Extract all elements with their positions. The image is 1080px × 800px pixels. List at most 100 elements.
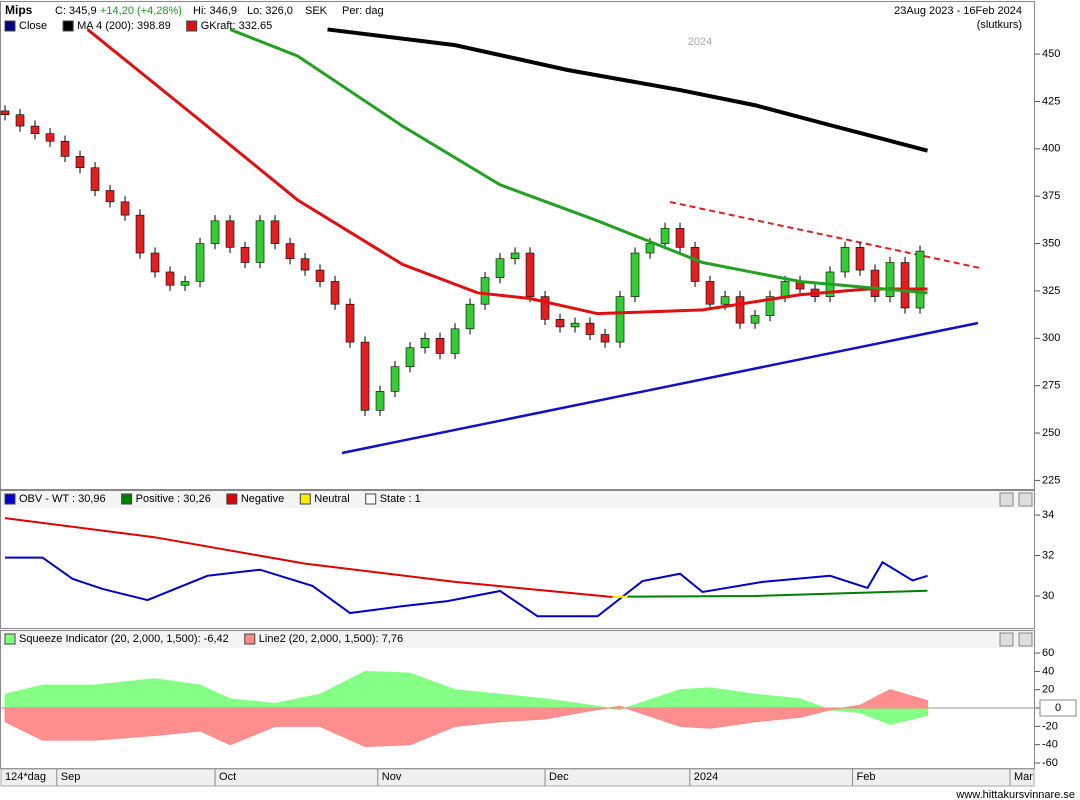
legend-label: Positive : 30,26 (136, 493, 211, 505)
price-type: (slutkurs) (977, 19, 1022, 31)
candle-body (390, 366, 400, 392)
y-tick-label: 275 (1042, 380, 1060, 392)
indicator-line (229, 28, 928, 295)
candle-body (240, 247, 250, 263)
candle-body (510, 252, 520, 260)
close-button[interactable] (1018, 492, 1033, 507)
watermark: 2024 (688, 36, 712, 48)
x-tick-label: Mar (1014, 771, 1033, 783)
candle-body (105, 190, 115, 203)
candle-body (885, 262, 895, 297)
legend-label: Squeeze Indicator (20, 2,000, 1,500): -6… (19, 633, 229, 645)
candle-body (540, 296, 550, 320)
legend-label: Close (19, 20, 47, 32)
period-label: 124*dag (5, 771, 46, 783)
y-tick-label: 450 (1042, 48, 1060, 60)
legend-swatch (121, 493, 133, 505)
resistance-trendline (669, 201, 981, 269)
candle-body (300, 258, 310, 271)
candle-body (780, 281, 790, 297)
candle-body (900, 262, 910, 309)
candle-body (765, 296, 775, 316)
legend-label: MA 4 (200): 398.89 (77, 20, 171, 32)
candle-body (150, 252, 160, 273)
candle-body (480, 277, 490, 305)
main-frame (0, 1, 1035, 490)
candle-body (330, 281, 340, 305)
candle-body (675, 228, 685, 248)
candle-body (495, 258, 505, 278)
candle-body (915, 250, 925, 309)
candle-body (435, 338, 445, 354)
candle-body (255, 220, 265, 263)
indicator-line (86, 28, 928, 316)
date-range: 23Aug 2023 - 16Feb 2024 (894, 5, 1022, 17)
candle-body (270, 220, 280, 244)
low-value: Lo: 326,0 (247, 5, 293, 17)
x-tick-label: Nov (382, 771, 402, 783)
y-tick-label: 60 (1042, 647, 1054, 659)
candle-body (855, 247, 865, 271)
plot-area (0, 27, 929, 416)
ticker: Mips (5, 3, 33, 17)
legend-swatch (299, 493, 311, 505)
obv-legend-bar (1, 491, 1034, 508)
candle-body (630, 252, 640, 297)
footer: www.hittakursvinnare.se (955, 789, 1075, 800)
legend-label: Negative (241, 493, 284, 505)
candle-body (525, 252, 535, 297)
candle-body (840, 247, 850, 273)
plot-area (4, 517, 928, 618)
indicator-line (327, 27, 929, 153)
y-tick-label: 225 (1042, 474, 1060, 486)
y-tick-label: -20 (1042, 720, 1058, 732)
candle-body (345, 303, 355, 343)
candle-body (585, 322, 595, 335)
candle-body (75, 156, 85, 169)
indicator-line (627, 589, 928, 598)
x-tick-label: Sep (61, 771, 81, 783)
y-tick-label: 34 (1042, 509, 1054, 521)
y-tick-label: 375 (1042, 190, 1060, 202)
candle-body (750, 315, 760, 324)
indicator-area (4, 670, 929, 726)
candle-body (165, 271, 175, 286)
y-tick-label: 300 (1042, 332, 1060, 344)
legend-swatch (62, 20, 74, 32)
indicator-line (5, 556, 928, 618)
y-tick-label: 250 (1042, 427, 1060, 439)
zoom-button[interactable] (999, 492, 1014, 507)
y-tick-label: 40 (1042, 665, 1054, 677)
indicator-area (4, 689, 929, 748)
candle-body (210, 220, 220, 244)
y-tick-label: -60 (1042, 757, 1058, 769)
squeeze-legend-bar (1, 631, 1034, 648)
candle-body (45, 133, 55, 142)
indicator-line (4, 517, 613, 599)
candle-body (555, 319, 565, 328)
y-tick-label: 325 (1042, 285, 1060, 297)
candle-body (870, 269, 880, 297)
zoom-button[interactable] (999, 632, 1014, 647)
x-tick-label: 2024 (694, 771, 718, 783)
legend-label: GKraft: 332.65 (201, 20, 273, 32)
plot-area (0, 670, 1035, 748)
support-trendline (341, 321, 979, 455)
candle-body (420, 338, 430, 349)
currency: SEK (305, 5, 328, 17)
x-tick-label: Dec (549, 771, 569, 783)
legend-swatch (4, 20, 16, 32)
candle-body (285, 243, 295, 260)
legend-label: Line2 (20, 2,000, 1,500): 7,76 (259, 633, 403, 645)
y-tick-label: 400 (1042, 143, 1060, 155)
legend-label: State : 1 (380, 493, 421, 505)
candle-body (600, 334, 610, 343)
candle-body (360, 341, 370, 411)
y-tick-label: 350 (1042, 237, 1060, 249)
candle-body (450, 328, 460, 354)
candle-body (30, 125, 40, 134)
candle-body (660, 228, 670, 244)
close-button[interactable] (1018, 632, 1033, 647)
